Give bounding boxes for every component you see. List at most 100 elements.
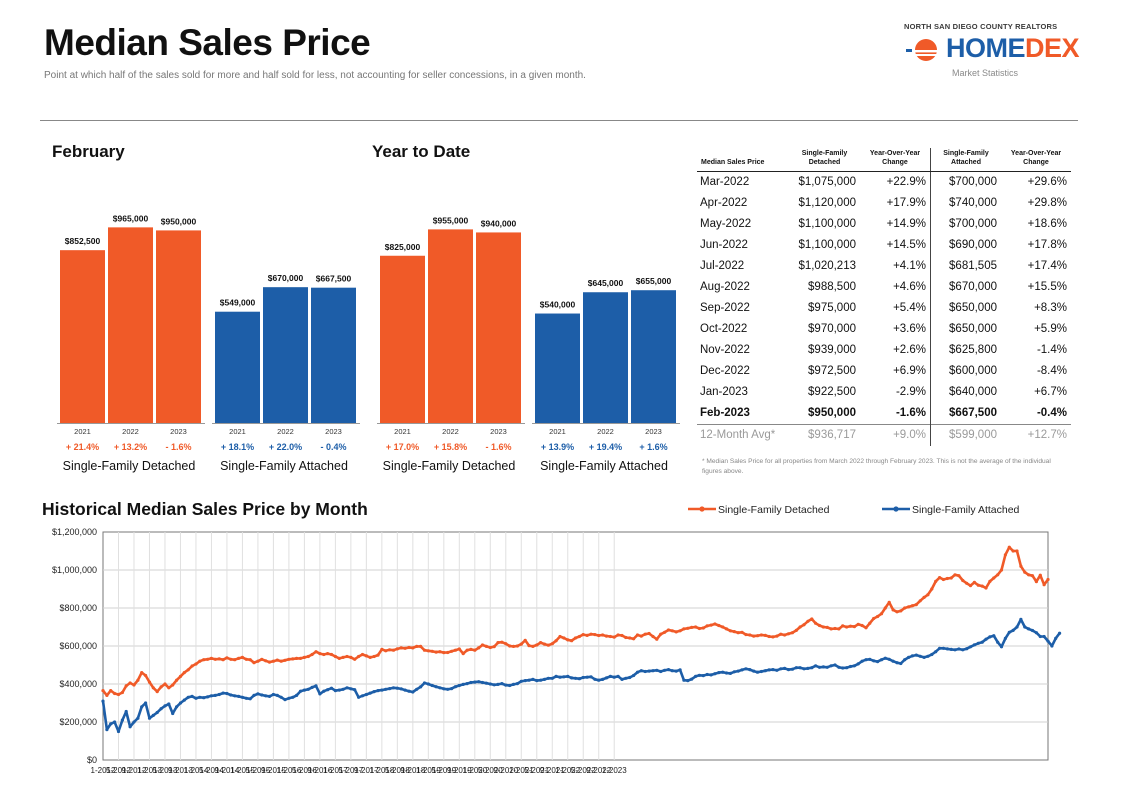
data-point — [930, 652, 934, 657]
table-footnote: * Median Sales Price for all properties … — [702, 458, 1051, 475]
data-point — [407, 689, 411, 693]
table-cell-month: Jul-2022 — [700, 260, 745, 272]
data-point — [430, 683, 434, 688]
data-point — [314, 684, 318, 688]
data-point — [701, 674, 705, 678]
bar-change-label: + 21.4% — [66, 442, 99, 452]
bar-value-label: $670,000 — [268, 273, 304, 283]
data-point — [264, 659, 268, 663]
data-point — [1015, 625, 1019, 629]
data-point — [996, 640, 1000, 644]
data-point — [845, 666, 849, 670]
data-point — [391, 648, 396, 652]
data-point — [395, 686, 399, 690]
data-point — [155, 690, 159, 694]
data-point — [938, 646, 942, 650]
data-point — [283, 658, 287, 662]
data-point — [345, 654, 349, 659]
data-point — [666, 668, 671, 672]
data-point — [1011, 628, 1015, 633]
bar-change-label: + 22.0% — [269, 442, 302, 452]
data-point — [240, 695, 244, 699]
data-point — [829, 627, 833, 631]
bar-group-name: Single-Family Detached — [383, 459, 516, 473]
data-point — [914, 653, 918, 657]
data-point — [558, 675, 562, 679]
data-point — [833, 626, 837, 631]
table-avg-row: 12-Month Avg* $936,717 +9.0% $599,000 +12.7% — [697, 423, 1071, 446]
x-tick-label: 5-2019 — [431, 766, 456, 775]
data-point — [833, 663, 837, 667]
data-point — [136, 716, 140, 720]
data-point — [175, 678, 179, 682]
table-row: Aug-2022 $988,500 +4.6% $670,000 +15.5% — [697, 276, 1071, 298]
data-point — [817, 665, 822, 669]
header-divider — [40, 120, 1078, 121]
data-point — [484, 681, 488, 685]
data-point — [225, 656, 229, 660]
table-cell-det: $936,717 — [789, 423, 860, 446]
data-point — [554, 639, 558, 643]
data-point — [663, 668, 667, 672]
data-point — [934, 650, 938, 654]
data-point — [767, 668, 771, 672]
data-point — [976, 583, 980, 587]
data-point — [504, 683, 508, 687]
header-month: Median Sales Price — [697, 148, 789, 172]
data-point — [856, 622, 860, 626]
data-point — [252, 693, 256, 698]
logo-home: HOME — [946, 33, 1026, 63]
data-point — [198, 659, 202, 663]
historical-chart-title: Historical Median Sales Price by Month — [42, 499, 368, 519]
x-tick-label: 5-2016 — [292, 766, 317, 775]
data-point — [399, 687, 403, 691]
data-point — [473, 680, 477, 684]
x-tick-label: 1-2017 — [323, 766, 348, 775]
data-point — [229, 693, 233, 697]
data-point — [314, 650, 318, 654]
x-tick-label: 1-2014 — [183, 766, 208, 775]
data-point — [550, 676, 554, 680]
data-point — [1027, 627, 1031, 631]
table-row: Feb-2023 $950,000 -1.6% $667,500 -0.4% — [697, 402, 1071, 424]
table-cell-att: $650,000 — [930, 297, 1001, 319]
data-point — [926, 593, 930, 597]
data-point — [469, 680, 473, 685]
data-point — [275, 693, 279, 698]
data-point — [546, 643, 551, 647]
bar — [60, 250, 105, 423]
axis-baseline — [212, 423, 360, 424]
data-point — [988, 635, 992, 639]
bar-change-label: - 0.4% — [320, 442, 346, 452]
x-tick-label: 5-2021 — [524, 766, 549, 775]
data-point — [151, 713, 155, 718]
data-point — [968, 645, 973, 649]
data-point — [899, 661, 903, 666]
data-point — [938, 576, 942, 580]
table-cell-det: $939,000 — [808, 344, 856, 356]
bar-value-label: $965,000 — [113, 213, 149, 223]
data-point — [384, 687, 388, 691]
bar-value-label: $667,500 — [316, 274, 352, 284]
data-point — [612, 675, 616, 679]
data-point — [829, 664, 833, 668]
bar-year-label: 2023 — [645, 427, 662, 436]
data-point — [608, 674, 613, 679]
data-point — [755, 670, 760, 674]
data-point — [953, 648, 957, 652]
x-tick-label: 1-2016 — [276, 766, 301, 775]
data-point — [318, 692, 322, 696]
data-point — [872, 616, 876, 621]
header-detached: Single-Family Detached — [789, 148, 860, 172]
data-point — [306, 687, 310, 691]
table-cell-month: Apr-2022 — [700, 197, 748, 209]
table-cell-att: $670,000 — [930, 276, 1001, 298]
y-tick-label: $1,000,000 — [52, 565, 97, 575]
data-point — [666, 628, 671, 632]
data-point — [879, 658, 884, 662]
data-point — [945, 647, 949, 651]
data-point — [558, 634, 562, 639]
data-point — [996, 573, 1000, 577]
data-point — [872, 659, 876, 663]
